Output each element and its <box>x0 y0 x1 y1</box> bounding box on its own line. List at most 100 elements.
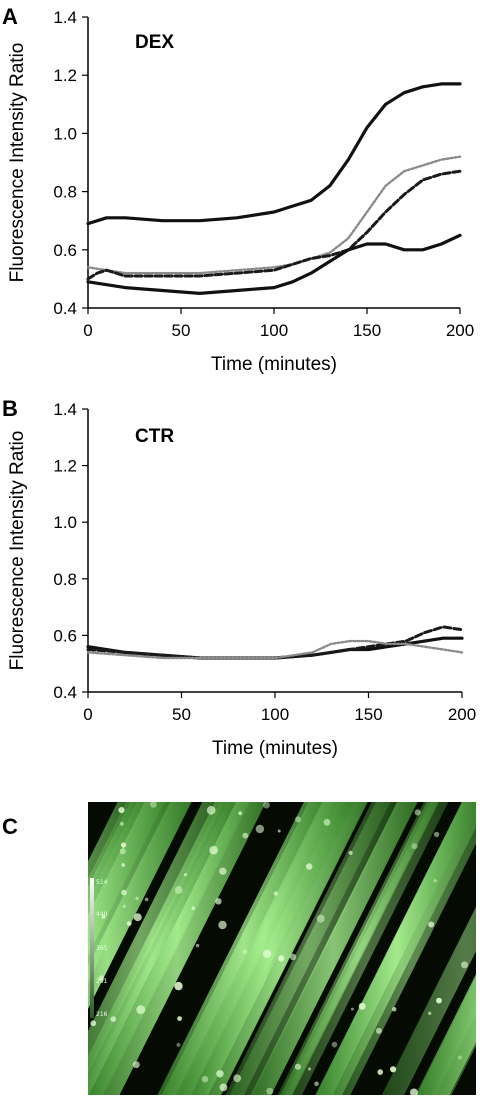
nucleus-spot <box>177 1016 183 1021</box>
condition-label-ctr: CTR <box>135 426 174 447</box>
nucleus-spot <box>457 1055 462 1060</box>
nucleus-spot <box>428 921 435 928</box>
nucleus-spot <box>195 943 200 948</box>
nucleus-spot <box>121 889 127 896</box>
nucleus-spot <box>295 816 301 823</box>
nucleus-spot <box>289 953 297 961</box>
y-tick-label: 0.8 <box>53 183 77 202</box>
muscle-fibre <box>88 802 236 1095</box>
nucleus-spot <box>433 831 440 838</box>
nucleus-spot <box>238 811 243 816</box>
muscle-fibre <box>250 802 418 1095</box>
nucleus-spot <box>90 1020 97 1027</box>
nucleus-spot <box>314 1081 319 1087</box>
nucleus-spot <box>122 904 127 908</box>
y-tick-label: 0.8 <box>53 570 77 589</box>
x-axis-title: Time (minutes) <box>211 354 337 375</box>
nucleus-spot <box>377 1069 384 1075</box>
y-tick-label: 0.6 <box>53 626 77 645</box>
y-tick-label: 1.4 <box>53 8 77 27</box>
x-tick-label: 50 <box>172 321 191 340</box>
series-line-3 <box>86 639 464 660</box>
nucleus-spot <box>305 863 313 870</box>
x-tick-label: 0 <box>83 705 92 724</box>
muscle-fibre <box>88 802 192 1010</box>
nucleus-spot <box>266 1087 274 1095</box>
y-tick-label: 1.0 <box>53 513 77 532</box>
nucleus-spot <box>350 1007 354 1011</box>
nucleus-spot <box>118 807 125 814</box>
y-axis-title: Fluorescence Intensity Ratio <box>7 43 28 283</box>
nucleus-spot <box>436 997 442 1004</box>
x-tick-label: 200 <box>446 321 474 340</box>
y-tick-label: 0.6 <box>53 241 77 260</box>
muscle-fibre <box>415 974 476 1095</box>
nucleus-spot <box>126 921 132 926</box>
series-line-1 <box>86 82 462 226</box>
muscle-fibre <box>88 802 137 900</box>
nucleus-spot <box>358 1002 366 1010</box>
nucleus-spot <box>316 914 325 923</box>
nucleus-spot <box>133 913 142 922</box>
nucleus-spot <box>411 843 418 850</box>
scale-label-3: 365 <box>96 945 108 952</box>
y-axis-title: Fluorescence Intensity Ratio <box>7 431 28 671</box>
y-tick-label: 1.2 <box>53 66 77 85</box>
scale-label-4: 291 <box>96 978 108 985</box>
nucleus-spot <box>209 845 218 855</box>
x-axis-title: Time (minutes) <box>212 738 338 759</box>
scale-label-1: 514 <box>96 879 108 886</box>
muscle-fibre <box>88 802 179 983</box>
nucleus-spot <box>376 1027 382 1034</box>
muscle-fibre <box>191 802 352 1095</box>
intensity-scale-bar: 514 440 365 291 216 <box>90 878 108 1018</box>
nucleus-spot <box>390 1066 397 1073</box>
x-tick-label: 100 <box>261 705 289 724</box>
nucleus-spot <box>206 805 216 815</box>
nucleus-spot <box>174 981 183 991</box>
nucleus-spot <box>307 1067 312 1071</box>
nucleus-spot <box>219 1083 228 1092</box>
nucleus-spot <box>242 949 248 955</box>
micrograph-panel: C 514 440 365 291 216 <box>2 802 476 1095</box>
nucleus-spot <box>174 886 183 894</box>
nucleus-spot <box>216 1070 224 1078</box>
nucleus-spot <box>135 896 139 901</box>
series-line-2 <box>86 625 464 660</box>
nucleus-spot <box>331 1041 338 1048</box>
nucleus-spot <box>414 809 421 816</box>
panel-letter-b: B <box>2 396 18 421</box>
muscle-fibre <box>277 802 438 1095</box>
scale-label-5: 216 <box>96 1011 108 1018</box>
nucleus-spot <box>262 949 272 958</box>
nucleus-spot <box>294 1063 301 1070</box>
nucleus-spot <box>255 824 265 834</box>
nucleus-spot <box>215 898 222 905</box>
condition-label-dex: DEX <box>135 32 174 53</box>
nucleus-spot <box>348 850 353 855</box>
nucleus-spot <box>119 848 126 855</box>
x-tick-label: 200 <box>448 705 476 724</box>
y-tick-label: 0.4 <box>53 683 77 702</box>
y-tick-label: 1.4 <box>53 400 77 419</box>
chart-b: B CTR 0.4 0.6 0.8 1.0 1.2 1.4 0 50 100 150 200 Time… <box>2 396 476 759</box>
nucleus-spot <box>101 914 106 919</box>
nucleus-spot <box>461 961 468 969</box>
nucleus-spot <box>119 821 124 826</box>
muscle-fibres <box>88 802 476 1095</box>
muscle-fibre <box>225 802 391 1095</box>
nucleus-spot <box>132 1061 140 1069</box>
nucleus-spot <box>176 1042 181 1047</box>
nucleus-spot <box>120 842 127 848</box>
nucleus-spot <box>121 863 126 867</box>
nucleus-spot <box>263 802 270 809</box>
chart-a: A DEX 0.4 0.6 0.8 1.0 1.2 1.4 0 50 100 150 200 Time… <box>2 4 474 375</box>
panel-letter-c: C <box>2 814 18 839</box>
nucleus-spot <box>242 832 249 839</box>
nucleus-spot <box>183 873 188 877</box>
muscle-fibre <box>89 802 267 1095</box>
nucleus-spot <box>391 1007 397 1012</box>
nucleus-spot <box>410 1088 418 1095</box>
nucleus-spot <box>428 1011 432 1015</box>
x-tick-label: 50 <box>172 705 191 724</box>
